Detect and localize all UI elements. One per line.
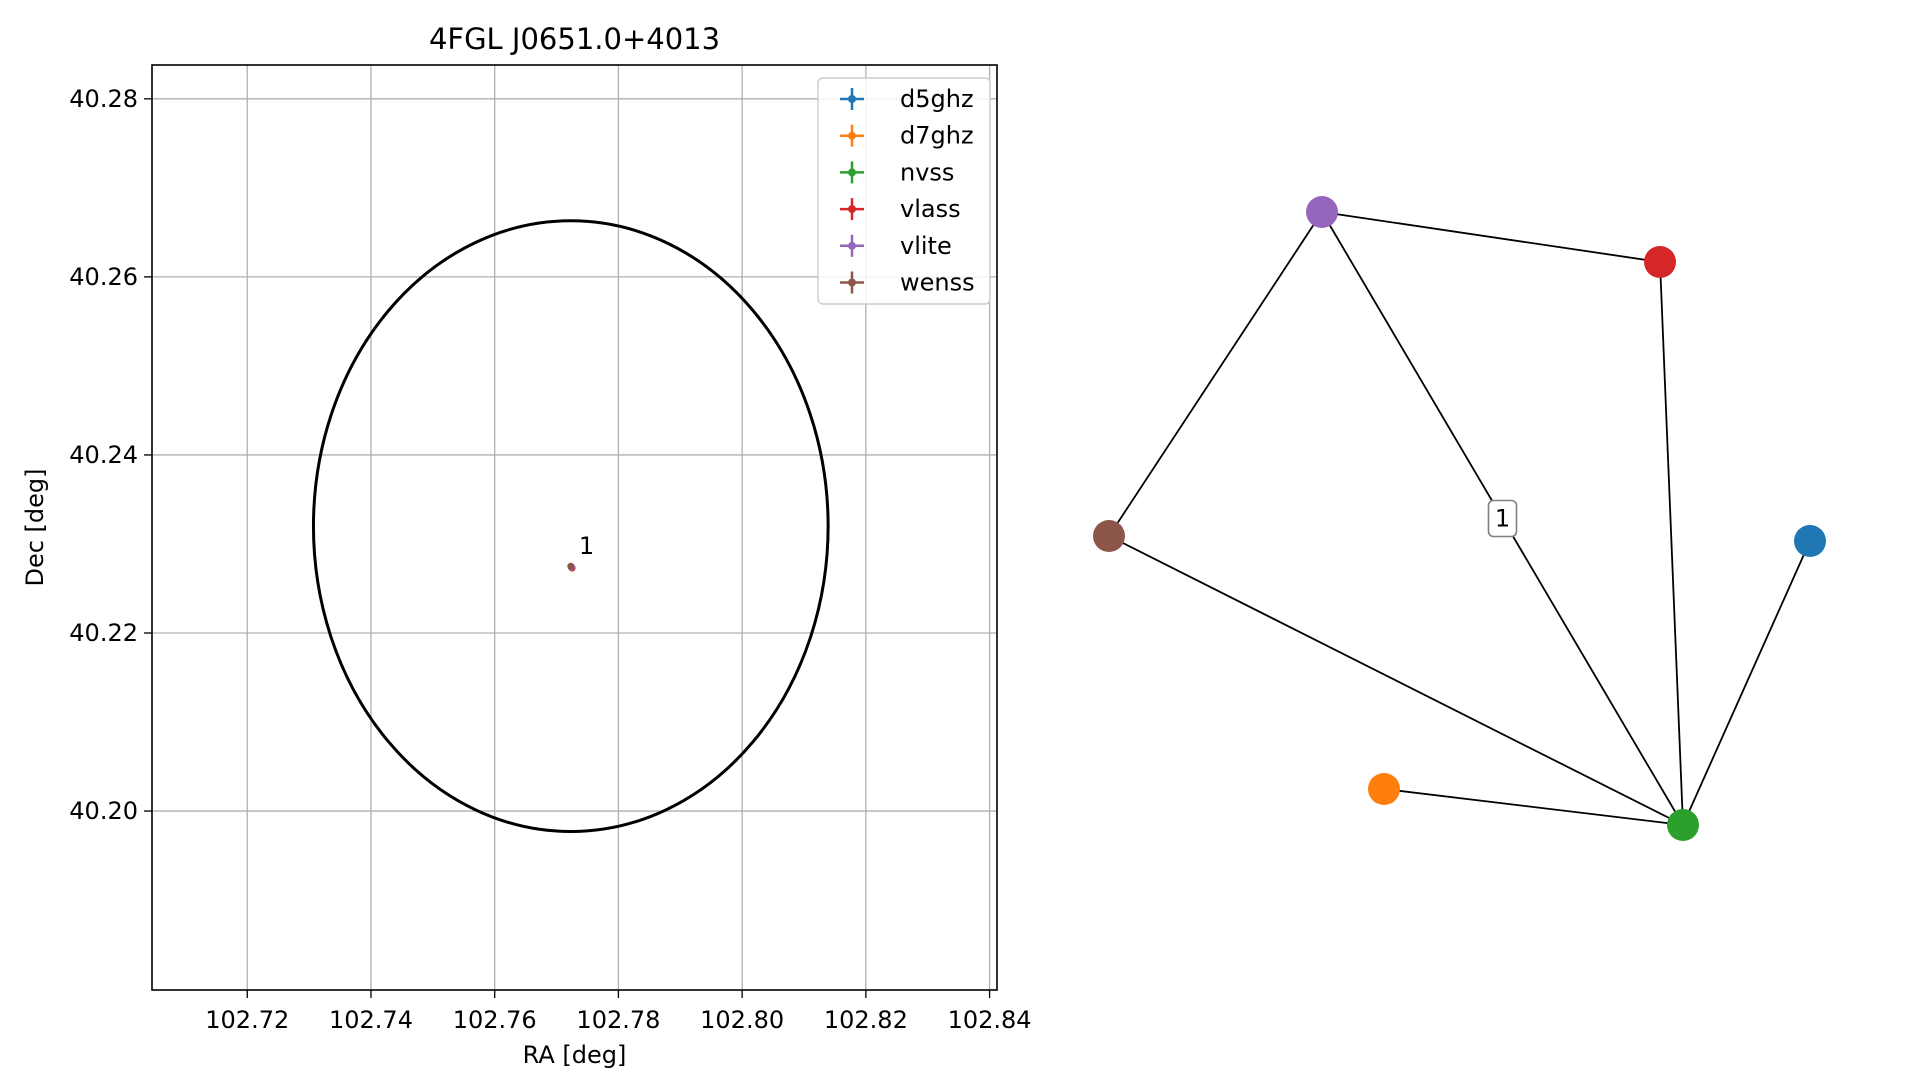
y-tick-label: 40.20 [69, 797, 138, 825]
x-tick-label: 102.74 [329, 1006, 413, 1034]
network-edge-labels: 1 [1487, 499, 1518, 538]
network-graph: 1 [1093, 196, 1826, 841]
x-tick-label: 102.78 [576, 1006, 660, 1034]
y-tick-label: 40.24 [69, 441, 138, 469]
data-points [567, 562, 576, 572]
plot-frame [151, 64, 998, 991]
x-axis-title: RA [deg] [523, 1041, 627, 1069]
y-axis-title: Dec [deg] [21, 468, 49, 586]
edge-d7ghz-nvss [1383, 788, 1684, 826]
node-d7ghz [1368, 773, 1400, 805]
legend-label-wenss: wenss [900, 269, 975, 297]
annotations: 1 [579, 532, 594, 560]
legend-marker-vlass [848, 205, 856, 214]
legend-label-vlass: vlass [900, 195, 961, 223]
edge-vlass-nvss [1659, 261, 1684, 826]
y-tick-label: 40.22 [69, 619, 138, 647]
edge-d5ghz-nvss [1682, 540, 1811, 826]
scatter-chart: 102.72 102.74 102.76 102.78 102.80 102.82 102.… [21, 22, 1032, 1069]
y-tick-label: 40.26 [69, 263, 138, 291]
node-wenss [1093, 520, 1125, 552]
node-d5ghz [1794, 525, 1826, 557]
legend: d5ghz d7ghz nvss vlass vlite wenss [817, 77, 991, 305]
legend-label-vlite: vlite [900, 232, 952, 260]
edge-vlite-vlass [1321, 211, 1661, 263]
node-vlass [1644, 246, 1676, 278]
legend-label-d7ghz: d7ghz [900, 122, 974, 150]
legend-marker-nvss [848, 168, 856, 177]
point-wenss [567, 562, 575, 570]
x-tick-label: 102.72 [205, 1006, 289, 1034]
legend-marker-wenss [848, 278, 856, 287]
edge-wenss-nvss [1108, 535, 1684, 826]
x-tick-label: 102.80 [700, 1006, 784, 1034]
legend-label-nvss: nvss [900, 158, 954, 186]
x-tick-label: 102.84 [948, 1006, 1032, 1034]
edge-label: 1 [1495, 505, 1510, 533]
error-ellipse-layer [311, 219, 830, 834]
node-nvss [1667, 809, 1699, 841]
legend-marker-d7ghz [848, 131, 856, 140]
y-tick-label: 40.28 [69, 85, 138, 113]
error-ellipse [311, 219, 830, 834]
point-annotation: 1 [579, 532, 594, 560]
node-vlite [1306, 196, 1338, 228]
chart-title: 4FGL J0651.0+4013 [429, 22, 720, 56]
legend-label-d5ghz: d5ghz [900, 85, 974, 113]
edge-vlite-wenss [1108, 211, 1323, 537]
network-nodes [1093, 196, 1826, 841]
x-tick-label: 102.76 [453, 1006, 537, 1034]
edge-label-box [1487, 499, 1518, 538]
legend-marker-vlite [848, 241, 856, 250]
axis-ticks: 102.72 102.74 102.76 102.78 102.80 102.82 102.… [69, 85, 1031, 1034]
x-tick-label: 102.82 [824, 1006, 908, 1034]
legend-marker-d5ghz [848, 95, 856, 103]
